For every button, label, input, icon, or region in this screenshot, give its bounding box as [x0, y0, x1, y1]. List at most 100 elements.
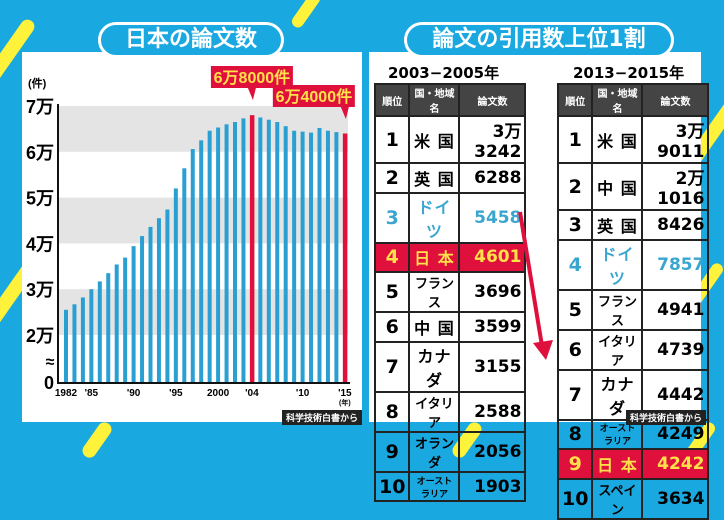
column-header: 国・地域名: [591, 83, 644, 117]
paper-count: 2056: [458, 430, 527, 473]
country: イタリア: [591, 328, 644, 371]
paper-count: 1903: [458, 470, 527, 503]
y-axis-label: (件): [28, 76, 47, 90]
rank: 3: [556, 209, 594, 241]
x-tick-label: '10: [296, 388, 310, 399]
rank: 5: [556, 288, 594, 331]
bar-2002: [233, 122, 237, 382]
paper-count: 3599: [458, 311, 527, 343]
bar-1983: [72, 304, 77, 382]
ranking-table-2003-2005: 順位 国・地域名 論文数 1 米 国 3万3242 2 英 国 6288 3 ドイツ 5458 4 日 本…: [373, 83, 527, 503]
rank: 10: [373, 470, 411, 503]
paper-count: 6288: [458, 162, 527, 194]
paper-count: 4739: [641, 328, 710, 371]
paper-count: 4601: [458, 241, 527, 274]
country: ドイツ: [408, 191, 461, 244]
bar-2006: [266, 119, 271, 383]
country: 英 国: [591, 209, 644, 241]
country: フランス: [408, 271, 461, 314]
country: カナダ: [408, 340, 461, 393]
bar-2009: [292, 130, 297, 382]
bar-2013: [325, 130, 330, 382]
bar-2014: [334, 132, 339, 382]
table-row: 5 フランス 4941: [556, 288, 710, 331]
callout-box: [210, 66, 293, 88]
bar-2010: [300, 131, 305, 382]
rank: 4: [556, 238, 594, 291]
paper-count: 3696: [458, 271, 527, 314]
tables-title: 論文の引用数上位1割: [404, 22, 674, 58]
bar-1991: [140, 236, 145, 382]
table-row: 4 ドイツ 7857: [556, 238, 710, 291]
country: ドイツ: [591, 238, 644, 291]
table-header: 順位 国・地域名 論文数: [556, 83, 710, 117]
x-tick-label: '15: [338, 388, 352, 399]
bar-2015: [342, 133, 348, 382]
table-header: 順位 国・地域名 論文数: [373, 83, 527, 117]
rank: 8: [373, 390, 411, 433]
rank: 1: [373, 115, 411, 164]
x-tick-label: '95: [169, 388, 183, 399]
callout-label: 6万4000件: [276, 87, 353, 106]
bar-1995: [173, 188, 178, 382]
bar-1992: [148, 226, 153, 382]
period-left: 2003−2005年: [388, 64, 500, 82]
bar-2005: [258, 117, 263, 382]
callout-pointer: [340, 107, 349, 119]
bar-2001: [224, 124, 229, 382]
paper-count: 3155: [458, 340, 527, 393]
country: スペイン: [591, 477, 644, 520]
rank: 9: [373, 430, 411, 473]
y-tick-label: 5万: [26, 189, 54, 209]
paper-count: 4941: [641, 288, 710, 331]
rank: 5: [373, 271, 411, 314]
country: フランス: [591, 288, 644, 331]
rank: 1: [556, 115, 594, 164]
column-header: 順位: [556, 83, 594, 117]
x-tick-label: '85: [85, 388, 99, 399]
rank: 4: [373, 241, 411, 274]
chart-title: 日本の論文数: [98, 22, 284, 58]
rank: 6: [373, 311, 411, 343]
bar-2008: [283, 126, 288, 382]
x-tick-label: 1982: [55, 388, 78, 399]
y-tick-label: 3万: [26, 280, 54, 300]
country: 日 本: [408, 241, 461, 274]
axis-break: ≈: [46, 354, 55, 371]
x-tick-label: '04: [245, 388, 259, 399]
column-header: 順位: [373, 83, 411, 117]
column-header: 論文数: [641, 83, 710, 117]
period-right: 2013−2015年: [573, 64, 685, 82]
bar-1994: [165, 209, 170, 382]
paper-count: 2588: [458, 390, 527, 433]
table-row: 7 カナダ 3155: [373, 340, 527, 393]
country: 中 国: [408, 311, 461, 343]
column-header: 国・地域名: [408, 83, 461, 117]
x-tick-label: '90: [127, 388, 141, 399]
rank: 8: [556, 418, 594, 451]
callout-label: 6万8000件: [214, 68, 291, 87]
callout-box: [272, 85, 355, 107]
paper-count: 3万3242: [458, 115, 527, 164]
y-tick-label: 7万: [26, 97, 54, 117]
bar-1989: [123, 257, 128, 382]
country: 中 国: [591, 162, 644, 211]
bar-1997: [190, 149, 195, 382]
bar-1984: [80, 297, 85, 382]
rank: 2: [556, 162, 594, 211]
bar-1996: [182, 168, 187, 382]
rank: 7: [556, 368, 594, 421]
table-row: 9 オランダ 2056: [373, 430, 527, 473]
bar-1999: [207, 130, 212, 382]
rank: 2: [373, 162, 411, 194]
rank: 7: [373, 340, 411, 393]
bar-1998: [199, 140, 204, 382]
paper-count: 2万1016: [641, 162, 710, 211]
callout-pointer: [247, 88, 256, 100]
ranking-table-2013-2015: 順位 国・地域名 論文数 1 米 国 3万9011 2 中 国 2万1016 3 英 国 8426 4 ド…: [556, 83, 710, 520]
table-row: 8 イタリア 2588: [373, 390, 527, 433]
table-row: 5 フランス 3696: [373, 271, 527, 314]
